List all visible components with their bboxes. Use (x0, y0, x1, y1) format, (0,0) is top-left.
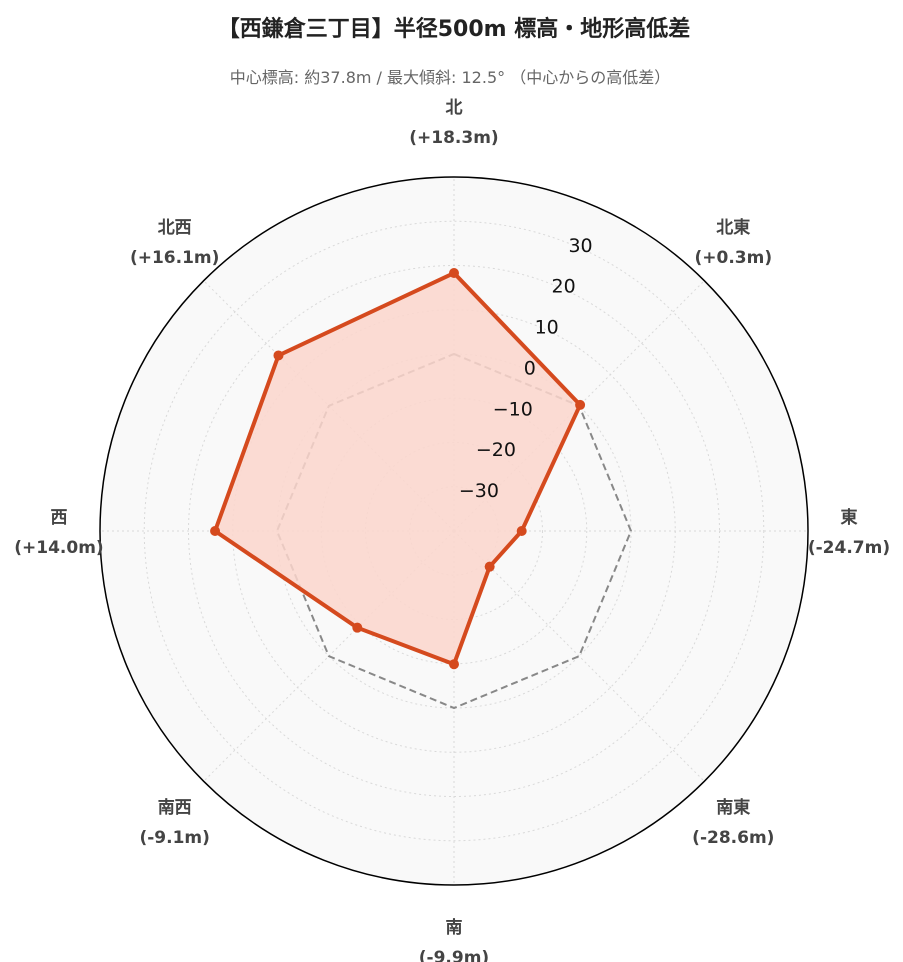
direction-labels: 北 (+18.3m) 北東 (+0.3m) 東 (-24.7m) 南東 (-28.6m) 南 (-… (14, 98, 890, 962)
direction-name: 南 (446, 917, 463, 938)
direction-name: 北 (446, 98, 463, 118)
grid-spoke (453, 530, 705, 782)
direction-name: 南西 (158, 797, 192, 818)
grid-ring (143, 220, 765, 842)
direction-value-label: (-28.6m) (692, 828, 774, 848)
direction-value-label: (+0.3m) (694, 248, 772, 268)
direction-value-label: (+16.1m) (130, 248, 219, 268)
radial-tick-label: −30 (459, 480, 499, 502)
data-point (516, 526, 527, 536)
radial-tick-label: 20 (552, 276, 576, 298)
radial-tick-label: 30 (568, 235, 592, 257)
radial-tick-label: −10 (493, 398, 533, 420)
data-point (484, 561, 495, 572)
radial-tick-labels: −30 −20 −10 0 10 20 30 (459, 235, 593, 502)
data-point (575, 399, 586, 410)
radial-tick-label: 10 (535, 317, 559, 339)
direction-value-label: (-24.7m) (808, 538, 890, 558)
data-point (210, 526, 221, 536)
chart-subtitle: 中心標高: 約37.8m / 最大傾斜: 12.5° （中心からの高低差） (230, 68, 670, 87)
direction-value-label: (-9.1m) (139, 828, 209, 848)
data-point (449, 659, 459, 670)
data-point (273, 350, 284, 361)
outer-ring (99, 176, 809, 886)
direction-name: 北東 (716, 217, 750, 238)
direction-name: 北西 (158, 218, 192, 238)
direction-value-label: (-9.9m) (419, 948, 489, 962)
direction-name: 東 (841, 507, 858, 528)
data-point (449, 268, 459, 279)
direction-name: 南東 (716, 797, 750, 818)
direction-value-label: (+14.0m) (14, 538, 103, 558)
direction-value-label: (+18.3m) (409, 128, 498, 148)
series-layer (210, 268, 633, 710)
chart-title: 【西鎌倉三丁目】半径500m 標高・地形高低差 (218, 16, 691, 42)
radial-tick-label: −20 (476, 439, 516, 461)
direction-name: 西 (51, 508, 68, 528)
radial-tick-label: 0 (524, 357, 536, 379)
data-point (352, 622, 363, 633)
